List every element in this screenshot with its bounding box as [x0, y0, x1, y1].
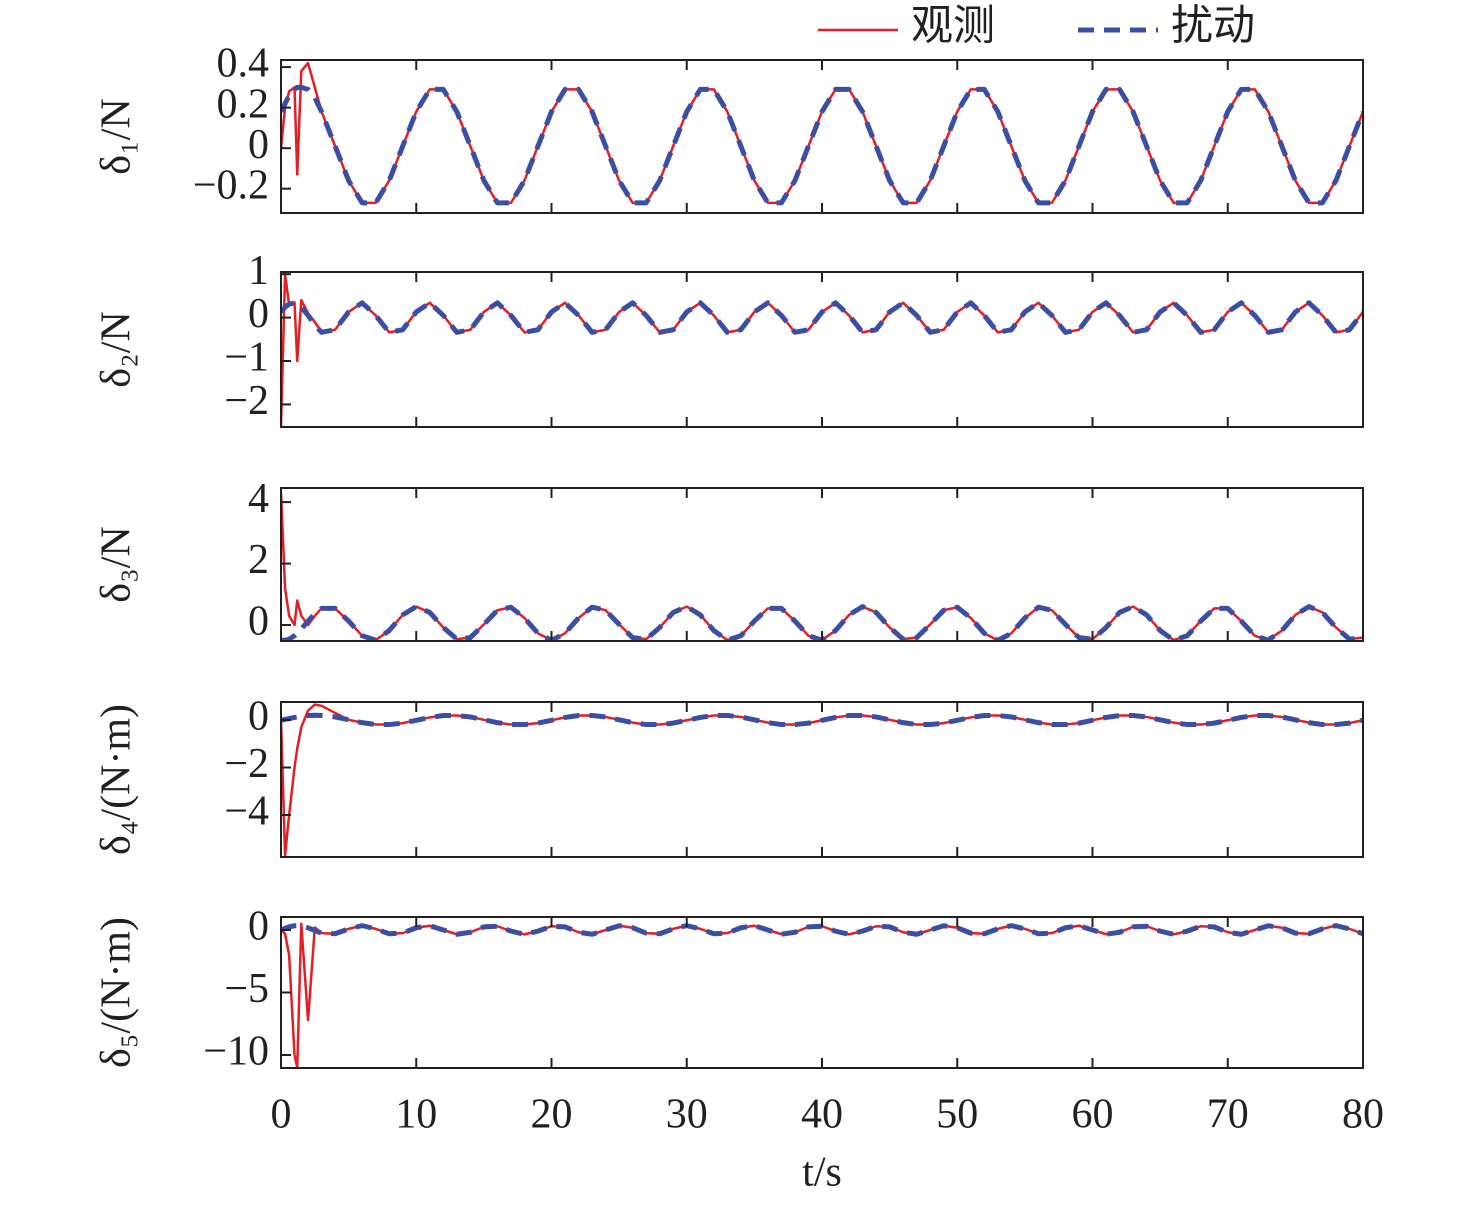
y-tick-label: −2 — [224, 378, 269, 424]
plot-lines — [281, 492, 1363, 641]
y-tick-label: −0.2 — [193, 162, 269, 208]
y-tick-label: −1 — [224, 335, 269, 381]
y-tick-label: 0 — [248, 904, 269, 950]
y-axis-label: δ₃/N — [94, 526, 140, 602]
y-axis-label: δ₅/(N·m) — [94, 917, 140, 1068]
y-tick-label: 0.2 — [217, 81, 270, 127]
x-axis-label: t/s — [802, 1150, 842, 1196]
x-tick-label: 30 — [666, 1092, 708, 1138]
plot-lines — [281, 922, 1363, 1068]
legend-label: 扰动 — [1171, 4, 1255, 50]
y-tick-label: −10 — [203, 1029, 269, 1075]
axes-frame — [280, 59, 1364, 214]
y-tick-label: 0 — [248, 122, 269, 168]
x-tick-label: 20 — [531, 1092, 573, 1138]
x-tick-label: 10 — [395, 1092, 437, 1138]
x-tick-label: 70 — [1207, 1092, 1249, 1138]
y-axis-label: δ₂/N — [94, 311, 140, 387]
y-axis-label: δ₁/N — [94, 98, 140, 174]
y-tick-label: −4 — [224, 789, 269, 835]
y-tick-label: 0 — [248, 694, 269, 740]
y-tick-label: 2 — [248, 537, 269, 583]
y-tick-label: 4 — [248, 476, 269, 522]
series-line — [281, 922, 1363, 1068]
x-tick-label: 50 — [936, 1092, 978, 1138]
x-tick-label: 60 — [1072, 1092, 1114, 1138]
plot-lines — [281, 272, 1363, 427]
x-tick-label: 0 — [271, 1092, 292, 1138]
y-tick-label: 0.4 — [217, 41, 270, 87]
plot-lines — [281, 61, 1363, 206]
y-tick-label: 0 — [248, 291, 269, 337]
series-line — [281, 712, 1363, 728]
series-line — [281, 604, 1363, 641]
series-line — [281, 84, 1363, 206]
series-line — [281, 703, 1363, 857]
series-line — [281, 272, 1363, 427]
series-line — [281, 923, 1363, 937]
y-tick-label: −5 — [224, 966, 269, 1012]
y-tick-label: −2 — [224, 741, 269, 787]
x-tick-label: 40 — [801, 1092, 843, 1138]
y-tick-label: 0 — [248, 599, 269, 645]
plot-lines — [281, 703, 1363, 857]
series-line — [281, 300, 1363, 335]
axes-frame — [280, 916, 1364, 1069]
y-axis-label: δ₄/(N·m) — [94, 704, 140, 855]
x-tick-label: 80 — [1342, 1092, 1384, 1138]
axes-frame — [280, 271, 1364, 428]
legend-label: 观测 — [911, 4, 995, 50]
y-tick-label: 1 — [248, 248, 269, 294]
